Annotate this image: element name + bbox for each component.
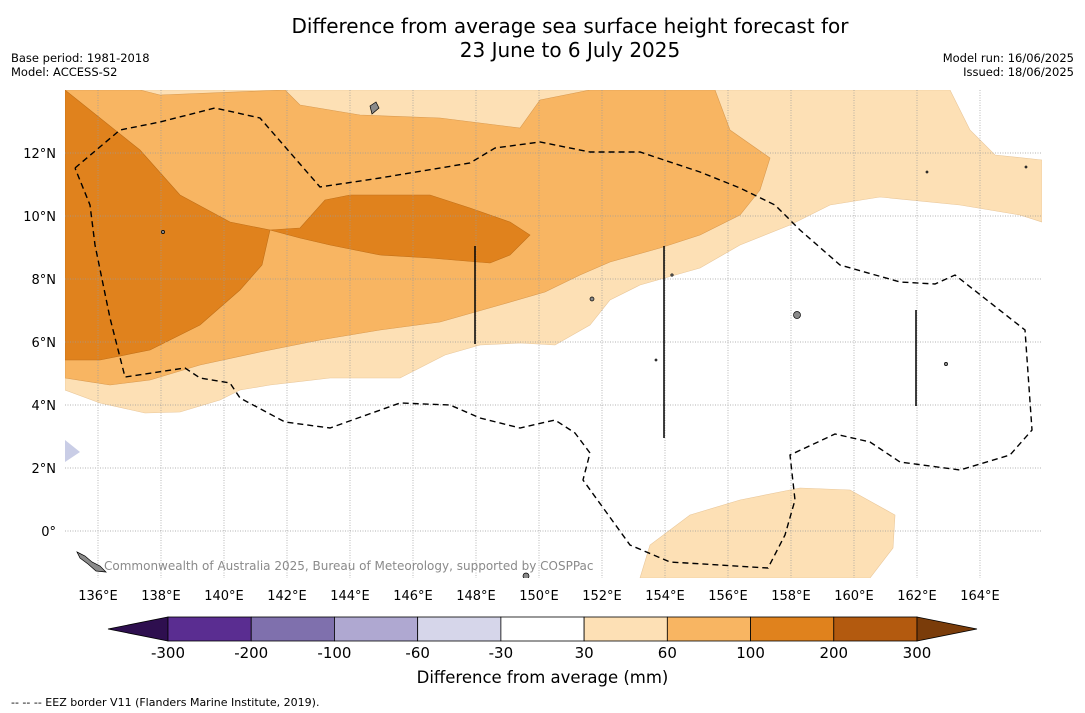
island-atoll-2 xyxy=(589,296,595,302)
colorbar-segment xyxy=(833,616,918,642)
base-period: Base period: 1981-2018 xyxy=(11,51,150,65)
longitude-tick-label: 136°E xyxy=(78,589,118,604)
eez-border-line xyxy=(74,107,1033,569)
island-atoll-1 xyxy=(161,230,165,234)
longitude-tick-label: 144°E xyxy=(330,589,370,604)
island-atoll-3 xyxy=(944,362,948,366)
colorbar-tick-label: -60 xyxy=(405,644,430,662)
island-atoll-5 xyxy=(522,572,530,578)
island-atoll-6 xyxy=(654,358,658,362)
meta-left: Base period: 1981-2018 Model: ACCESS-S2 xyxy=(11,51,150,79)
title-line-2: 23 June to 6 July 2025 xyxy=(459,38,681,62)
colorbar-tick-label: 200 xyxy=(819,644,848,662)
colorbar-segment xyxy=(500,616,585,642)
anomaly-100-200-west-region xyxy=(65,90,271,361)
colorbar-extend-max xyxy=(916,616,978,642)
island-pohnpei xyxy=(793,311,801,319)
negative-anomaly-patch xyxy=(65,440,80,462)
title-line-1: Difference from average sea surface heig… xyxy=(291,14,849,38)
longitude-tick-label: 138°E xyxy=(141,589,181,604)
latitude-tick-label: 6°N xyxy=(32,336,57,351)
colorbar-segment xyxy=(666,616,751,642)
colorbar-label: Difference from average (mm) xyxy=(416,668,669,687)
islands xyxy=(76,101,1028,578)
colorbar-tick-label: 300 xyxy=(903,644,932,662)
longitude-tick-label: 140°E xyxy=(204,589,244,604)
longitude-tick-label: 148°E xyxy=(456,589,496,604)
colorbar-tick-label: -100 xyxy=(317,644,351,662)
colorbar-tick-label: -30 xyxy=(489,644,514,662)
model-run: Model run: 16/06/2025 xyxy=(942,51,1074,65)
gridlines xyxy=(65,90,1042,578)
latitude-tick-label: 4°N xyxy=(32,399,57,414)
anomaly-100-200-central-region xyxy=(269,194,531,264)
colorbar-segment xyxy=(750,616,835,642)
colorbar-segment xyxy=(334,616,419,642)
colorbar-tick-label: -300 xyxy=(151,644,185,662)
colorbar-tick-labels: -300 -200 -100 -60 -30 30 60 100 200 300 xyxy=(151,644,931,662)
colorbar-tick-label: 100 xyxy=(736,644,765,662)
longitude-tick-label: 160°E xyxy=(834,589,874,604)
latitude-tick-label: 8°N xyxy=(32,273,57,288)
longitude-tick-label: 142°E xyxy=(267,589,307,604)
island-atoll-7 xyxy=(1024,165,1028,169)
colorbar-extend-min xyxy=(107,616,169,642)
island-atoll-4 xyxy=(670,273,674,277)
latitude-tick-label: 0° xyxy=(41,525,56,540)
longitude-tick-label: 150°E xyxy=(519,589,559,604)
longitude-tick-label: 164°E xyxy=(960,589,1000,604)
latitude-tick-label: 12°N xyxy=(23,147,56,162)
colorbar-tick-label: 60 xyxy=(658,644,677,662)
longitude-tick-label: 156°E xyxy=(708,589,748,604)
longitude-tick-label: 154°E xyxy=(645,589,685,604)
latitude-labels: 12°N 10°N 8°N 6°N 4°N 2°N 0° xyxy=(23,147,56,540)
issued-date: Issued: 18/06/2025 xyxy=(963,65,1074,79)
colorbar-segment xyxy=(417,616,502,642)
longitude-labels: 136°E 138°E 140°E 142°E 144°E 146°E 148°E 150°E… xyxy=(78,589,1000,604)
longitude-tick-label: 152°E xyxy=(582,589,622,604)
longitude-tick-label: 146°E xyxy=(393,589,433,604)
colorbar-segment xyxy=(583,616,668,642)
island-guam xyxy=(369,101,380,115)
island-palau xyxy=(76,551,107,573)
colorbar xyxy=(107,616,978,642)
eez-legend-note: -- -- -- EEZ border V11 (Flanders Marine… xyxy=(11,696,320,709)
colorbar-tick-label: -200 xyxy=(234,644,268,662)
map-panel: Commonwealth of Australia 2025, Bureau o… xyxy=(65,90,1042,578)
colorbar-tick-label: 30 xyxy=(575,644,594,662)
copyright-text: Commonwealth of Australia 2025, Bureau o… xyxy=(104,559,594,573)
anomaly-30-60-south-region xyxy=(639,487,896,578)
model-name: Model: ACCESS-S2 xyxy=(11,65,118,79)
map-title: Difference from average sea surface heig… xyxy=(0,14,1085,62)
latitude-tick-label: 2°N xyxy=(32,462,57,477)
island-atoll-8 xyxy=(925,170,929,174)
longitude-tick-label: 158°E xyxy=(771,589,811,604)
latitude-tick-label: 10°N xyxy=(23,210,56,225)
meta-right: Model run: 16/06/2025 Issued: 18/06/2025 xyxy=(943,51,1074,79)
colorbar-segment xyxy=(167,616,252,642)
colorbar-segment xyxy=(250,616,335,642)
longitude-tick-label: 162°E xyxy=(897,589,937,604)
